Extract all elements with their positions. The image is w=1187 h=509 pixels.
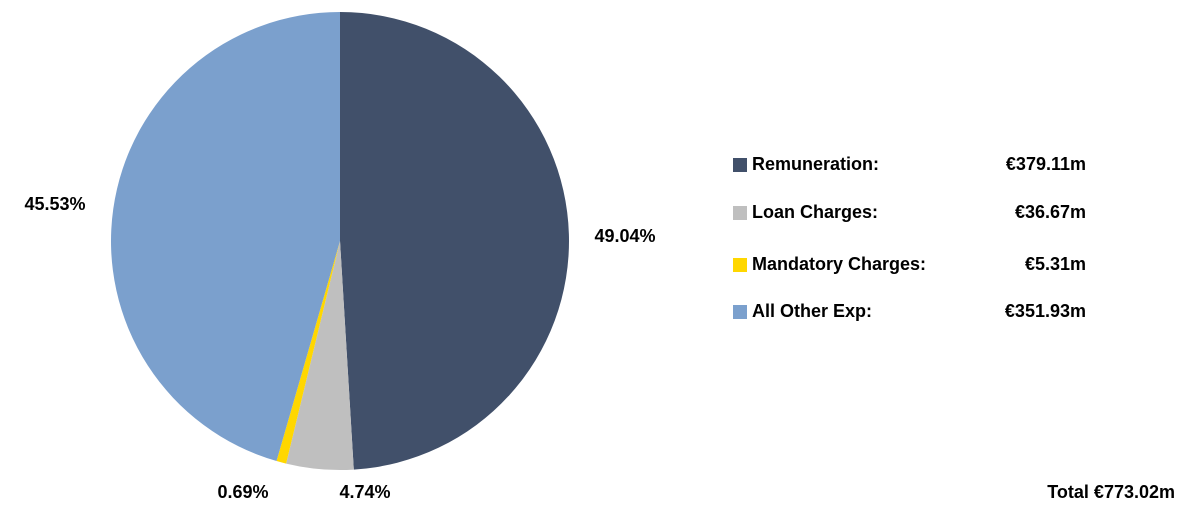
pie-slice [340,12,569,470]
total-label: Total €773.02m [1047,482,1175,502]
pie-slice [110,12,340,462]
data-label: 49.04% [594,226,655,246]
legend-label: Remuneration: [752,154,879,174]
legend-label: Mandatory Charges: [752,254,926,274]
legend-amount: €379.11m [1006,154,1086,174]
pie-slice [276,241,340,464]
legend-swatch [733,258,747,272]
legend-amount: €351.93m [1005,301,1086,321]
pie-slice [286,241,354,470]
legend-swatch [733,158,747,172]
legend-swatch [733,305,747,319]
legend-swatch [733,206,747,220]
legend-amount: €5.31m [1025,254,1086,274]
data-label: 4.74% [339,482,390,502]
data-label: 45.53% [24,194,85,214]
data-label: 0.69% [217,482,268,502]
legend-label: Loan Charges: [752,202,878,222]
legend-amount: €36.67m [1015,202,1086,222]
legend-label: All Other Exp: [752,301,872,321]
